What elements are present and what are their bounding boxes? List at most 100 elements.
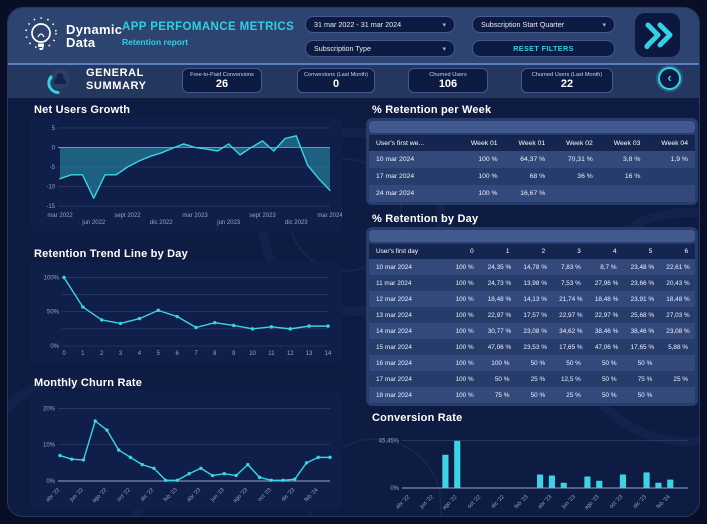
table-cell-value: 100 % [455,359,474,367]
svg-text:jun 2023: jun 2023 [216,220,241,226]
svg-text:7: 7 [194,351,198,357]
double-chevron-right-icon [643,22,672,50]
svg-text:oct '22: oct '22 [116,487,132,503]
kpi-churned-users-last-month: Churned Users (Last Month) 22 [521,68,613,93]
chart-title-retention-trend: Retention Trend Line by Day [34,248,188,260]
svg-text:1: 1 [81,351,85,357]
table-header-row: User's first day 0 1 2 3 4 5 6 [369,244,695,259]
table-header-cell: Week 03 [613,139,641,147]
chevron-down-icon: ▾ [442,21,446,29]
svg-text:3: 3 [119,351,123,357]
table-cell-value: 21,74 % [559,295,583,303]
table-cell-value: 50 % [601,359,617,367]
svg-text:jun 2022: jun 2022 [81,220,106,226]
table-cell-value: 50 % [637,359,653,367]
chevron-down-icon: ▾ [442,45,446,53]
next-page-button[interactable] [635,13,680,57]
net-users-growth-panel: 5 0 -5 -10 -15 mar 2022 jun 2022 sept 2022 dic 2… [30,118,342,232]
table-header-cell: 5 [648,248,653,255]
svg-text:feb '23: feb '23 [163,487,179,503]
page-subtitle: Retention report [122,37,189,47]
previous-page-button[interactable]: ‹ [658,67,681,90]
kpi-churned-users: Churned Users 106 [408,68,488,93]
svg-text:0: 0 [62,351,66,357]
kpi-label: Free-to-Paid Conversions [190,72,254,78]
lightbulb-icon [25,17,57,50]
table-cell-value: 13,98 % [523,279,547,287]
kpi-conversions-last-month: Conversions (Last Month) 0 [297,68,375,93]
svg-text:jun '23: jun '23 [209,487,225,503]
table-cell-value: 100 % [478,173,498,180]
svg-text:dic 2023: dic 2023 [285,220,308,226]
table-cell-value: 100 % [478,156,498,163]
table-cell-value: 100 % [455,391,474,399]
table-cell-value: 47,06 % [487,343,512,351]
table-cell-value: 100 % [455,327,474,335]
table-cell-value: 17,57 % [523,311,547,319]
table-cell-value: 38,46 % [630,327,655,335]
table-header-cell: Week 01 [470,139,498,147]
table-cell-value: 75 % [494,391,510,399]
dashboard-frame: Dynamic Data APP PERFOMANCE METRICS Rete… [7,7,700,517]
svg-text:2: 2 [100,351,104,357]
svg-text:0: 0 [52,145,56,151]
type-value: Subscription Type [314,44,372,53]
table-header-cell: Week 04 [661,139,688,147]
table-header-row: User's first we... Week 01 Week 01 Week 02 W… [369,135,695,151]
table-cell-value: 25 % [566,391,581,399]
table-cell-value: 100 % [455,311,474,319]
table-cell-value: 47,06 % [594,343,619,351]
quarter-value: Subscription Start Quarter [481,20,565,29]
table-cell-date: 10 mar 2024 [376,156,415,163]
table-header-cell: Week 02 [566,139,593,147]
svg-text:-5: -5 [50,165,56,171]
table-header-cell: 3 [577,248,581,255]
table-cell-value: 16,67 % [520,190,546,197]
svg-text:dic '23: dic '23 [281,487,297,503]
table-cell-date: 13 mar 2024 [376,311,412,319]
svg-text:0%: 0% [390,486,399,492]
logo-line2: Data [66,35,96,50]
table-cell-value: 23,66 % [630,279,655,287]
table-cell-value: 22,97 % [487,311,512,319]
table-cell-value: 70,31 % [567,156,593,163]
table-cell-date: 11 mar 2024 [376,279,412,287]
table-cell-value: 50 % [566,359,581,367]
date-range-dropdown[interactable]: 31 mar 2022 - 31 mar 2024 ▾ [305,16,455,33]
table-cell-value: 18,48 % [594,295,619,303]
table-cell-date: 12 mar 2024 [376,295,412,303]
table-cell-value: 12,5 % [560,375,581,383]
reset-filters-button[interactable]: RESET FILTERS [472,40,615,57]
table-cell-value: 25 % [530,375,546,383]
user-summary-icon [47,69,70,94]
table-title-retention-per-week: % Retention per Week [372,104,492,116]
svg-text:ago '22: ago '22 [91,487,108,504]
table-cell-value: 100 % [455,295,474,303]
table-row: 15 mar 2024 100 % 47,06 % 23,53 % 17,65 % 47,… [369,339,695,355]
svg-text:20%: 20% [43,406,56,412]
table-cell-value: 68 % [529,173,546,180]
svg-text:sept 2022: sept 2022 [114,213,141,219]
table-header-cell: 0 [470,248,474,255]
retention-trend-chart: 100%50%0%0 1 2 3 4 5 6 7 8 9 10 11 12 13 14 [44,275,332,357]
table-cell-value: 20,43 % [666,279,690,287]
table-cell-value: 17,65 % [630,343,655,351]
svg-text:jun '22: jun '22 [419,494,435,510]
svg-text:feb '24: feb '24 [656,494,672,510]
svg-text:5: 5 [157,351,161,357]
table-top-strip [369,121,695,133]
svg-text:abr '22: abr '22 [45,487,61,503]
logo-line1: Dynamic [66,22,123,37]
table-cell-value: 100 % [478,190,498,197]
subscription-start-quarter-dropdown[interactable]: Subscription Start Quarter ▾ [472,16,615,33]
table-cell-date: 16 mar 2024 [376,359,412,367]
chart-title-monthly-churn: Monthly Churn Rate [34,377,143,389]
table-cell-value: 64,37 % [520,156,546,163]
kpi-free-to-paid-conversions: Free-to-Paid Conversions 26 [182,68,262,93]
monthly-churn-panel: 20% 10% 0% abr '22 jun '22 ago '22 oct '22 dic … [30,391,342,509]
table-title-retention-by-day: % Retention by Day [372,213,479,225]
subscription-type-dropdown[interactable]: Subscription Type ▾ [305,40,455,57]
table-row: 12 mar 2024 100 % 18,48 % 14,13 % 21,74 % 18,… [369,291,695,307]
net-users-growth-chart: 5 0 -5 -10 -15 mar 2022 jun 2022 sept 2022 dic 2… [46,126,342,226]
table-cell-value: 38,46 % [594,327,619,335]
